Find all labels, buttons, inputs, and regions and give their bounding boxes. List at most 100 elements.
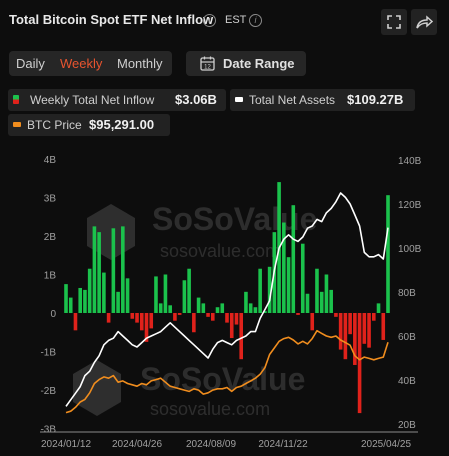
inflow-bar — [173, 313, 177, 321]
legend-assets[interactable]: Total Net Assets $109.27B — [230, 89, 415, 111]
inflow-bar — [258, 268, 262, 313]
legend-price[interactable]: BTC Price $95,291.00 — [8, 114, 170, 136]
y-left-tick-label: 3B — [44, 194, 57, 205]
inflow-bar — [177, 313, 182, 315]
inflow-bar — [201, 303, 206, 313]
inflow-bar — [210, 313, 215, 321]
x-axis: 2024/01/12 2024/04/26 2024/08/09 2024/11/22… — [40, 431, 418, 450]
y-left-tick-label: -2B — [40, 386, 56, 397]
legend-inflow-value: $3.06B — [175, 92, 217, 107]
page-title: Total Bitcoin Spot ETF Net Inflow — [9, 12, 214, 27]
x-tick-label: 2024/01/12 — [41, 439, 91, 450]
fullscreen-icon — [387, 15, 401, 29]
inflow-bar — [338, 313, 343, 350]
inflow-bar — [286, 257, 291, 313]
inflow-bar — [125, 278, 130, 313]
tab-monthly[interactable]: Monthly — [117, 56, 163, 71]
inflow-bar — [220, 303, 225, 313]
legend-inflow[interactable]: Weekly Total Net Inflow $3.06B — [8, 89, 226, 111]
inflow-bar — [225, 313, 229, 323]
legend-price-value: $95,291.00 — [89, 117, 155, 132]
inflow-bar — [102, 272, 106, 313]
y-right-tick-label: 60B — [398, 332, 416, 343]
inflow-bar — [357, 313, 362, 414]
series-lines — [65, 192, 389, 414]
share-button[interactable] — [411, 9, 437, 35]
inflow-bar — [253, 307, 258, 313]
inflow-swatch — [13, 95, 19, 104]
inflow-bar — [305, 293, 310, 313]
info-icon[interactable]: i — [203, 14, 216, 27]
legend-assets-value: $109.27B — [347, 92, 404, 107]
inflow-bar — [300, 243, 305, 313]
y-axis-right: 140B 120B 100B 80B 60B 40B 20B — [398, 156, 422, 431]
y-right-tick-label: 20B — [398, 420, 416, 431]
svg-text:12: 12 — [204, 65, 211, 71]
y-left-tick-label: 1B — [44, 271, 57, 282]
inflow-bar — [296, 313, 300, 315]
timezone-info-icon[interactable]: i — [249, 14, 262, 27]
inflow-bar — [215, 307, 220, 313]
inflow-bar — [324, 274, 329, 313]
fullscreen-button[interactable] — [381, 9, 407, 35]
y-right-tick-label: 140B — [398, 156, 422, 167]
inflow-bar — [73, 313, 78, 331]
inflow-bar — [135, 313, 139, 323]
inflow-bar — [64, 284, 68, 313]
legend-inflow-label: Weekly Total Net Inflow — [30, 93, 155, 107]
tab-daily[interactable]: Daily — [16, 56, 45, 71]
inflow-bar — [282, 222, 286, 313]
inflow-bar — [144, 313, 149, 342]
inflow-bar — [78, 287, 83, 313]
inflow-bar — [163, 274, 168, 313]
inflow-bar — [376, 303, 381, 313]
inflow-bar — [263, 311, 267, 313]
calendar-icon: 12 — [200, 56, 215, 71]
inflow-bar — [267, 266, 272, 313]
watermark-brand-lower: SoSoValue — [140, 361, 305, 397]
inflow-bar — [106, 313, 111, 323]
inflow-bar — [244, 291, 248, 313]
btc-price-line — [65, 329, 389, 414]
timezone-label: EST — [225, 14, 247, 26]
legend-price-label: BTC Price — [27, 118, 82, 132]
date-range-label: Date Range — [223, 56, 295, 71]
inflow-bar — [329, 289, 333, 313]
inflow-bar — [334, 313, 338, 317]
inflow-bar — [97, 232, 101, 313]
inflow-bar — [158, 303, 163, 313]
y-left-tick-label: 2B — [44, 232, 57, 243]
inflow-bar — [353, 313, 357, 365]
inflow-bar — [130, 313, 135, 319]
inflow-bar — [367, 313, 371, 348]
x-tick-label: 2024/11/22 — [258, 439, 308, 450]
date-range-button[interactable]: 12 Date Range — [186, 51, 306, 76]
inflow-bar — [381, 313, 386, 340]
x-tick-label: 2024/08/09 — [186, 439, 236, 450]
inflow-bar — [206, 313, 210, 317]
y-left-tick-label: 4B — [44, 155, 57, 166]
y-left-tick-label: -1B — [40, 348, 56, 359]
y-right-tick-label: 100B — [398, 244, 422, 255]
watermark-site-lower: sosovalue.com — [150, 399, 270, 419]
inflow-bar — [229, 313, 234, 339]
share-icon — [416, 15, 434, 29]
inflow-bar — [315, 268, 319, 313]
inflow-bar — [343, 313, 348, 360]
watermark-brand: SoSoValue — [152, 201, 317, 237]
x-tick-label: 2025/04/25 — [361, 439, 411, 450]
inflow-bar — [68, 297, 73, 313]
inflow-bar — [83, 289, 87, 313]
inflow-bar — [310, 313, 315, 331]
inflow-bar — [168, 305, 172, 313]
y-right-tick-label: 80B — [398, 288, 416, 299]
y-axis-left: 4B 3B 2B 1B 0 -1B -2B -3B — [40, 155, 56, 436]
inflow-bar — [111, 228, 116, 313]
x-tick-label: 2024/04/26 — [112, 439, 162, 450]
tab-weekly[interactable]: Weekly — [60, 56, 103, 71]
interval-tabs: Daily Weekly Monthly — [9, 51, 172, 76]
total-net-assets-line — [65, 192, 389, 407]
inflow-bar — [386, 195, 390, 313]
